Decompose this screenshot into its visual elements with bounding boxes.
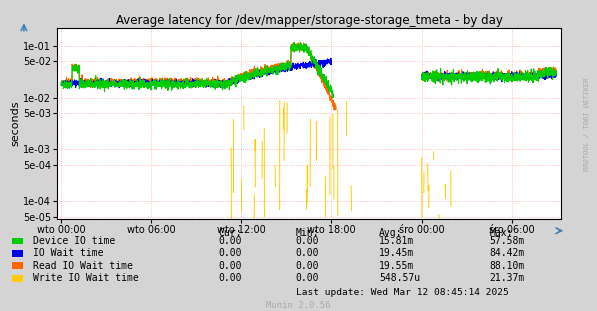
Text: 0.00: 0.00	[218, 261, 241, 271]
Text: Read IO Wait time: Read IO Wait time	[33, 261, 133, 271]
Text: Last update: Wed Mar 12 08:45:14 2025: Last update: Wed Mar 12 08:45:14 2025	[296, 288, 508, 297]
Text: 84.42m: 84.42m	[490, 248, 525, 258]
Y-axis label: seconds: seconds	[10, 101, 20, 146]
Text: Cur:: Cur:	[218, 228, 241, 238]
Text: 548.57u: 548.57u	[379, 273, 420, 283]
Text: 15.81m: 15.81m	[379, 236, 414, 246]
Text: 88.10m: 88.10m	[490, 261, 525, 271]
Text: Min:: Min:	[296, 228, 319, 238]
Text: 0.00: 0.00	[218, 248, 241, 258]
Text: Write IO Wait time: Write IO Wait time	[33, 273, 139, 283]
Text: Max:: Max:	[490, 228, 513, 238]
Text: 0.00: 0.00	[296, 261, 319, 271]
Text: 57.58m: 57.58m	[490, 236, 525, 246]
Text: 0.00: 0.00	[296, 273, 319, 283]
Text: 0.00: 0.00	[296, 248, 319, 258]
Text: 0.00: 0.00	[218, 236, 241, 246]
Text: Avg:: Avg:	[379, 228, 402, 238]
Text: IO Wait time: IO Wait time	[33, 248, 103, 258]
Text: RRDTOOL / TOBI OETIKER: RRDTOOL / TOBI OETIKER	[584, 78, 590, 171]
Title: Average latency for /dev/mapper/storage-storage_tmeta - by day: Average latency for /dev/mapper/storage-…	[115, 14, 503, 27]
Text: Munin 2.0.56: Munin 2.0.56	[266, 301, 331, 310]
Text: 0.00: 0.00	[218, 273, 241, 283]
Text: 21.37m: 21.37m	[490, 273, 525, 283]
Text: 0.00: 0.00	[296, 236, 319, 246]
Text: 19.55m: 19.55m	[379, 261, 414, 271]
Text: Device IO time: Device IO time	[33, 236, 115, 246]
Text: 19.45m: 19.45m	[379, 248, 414, 258]
